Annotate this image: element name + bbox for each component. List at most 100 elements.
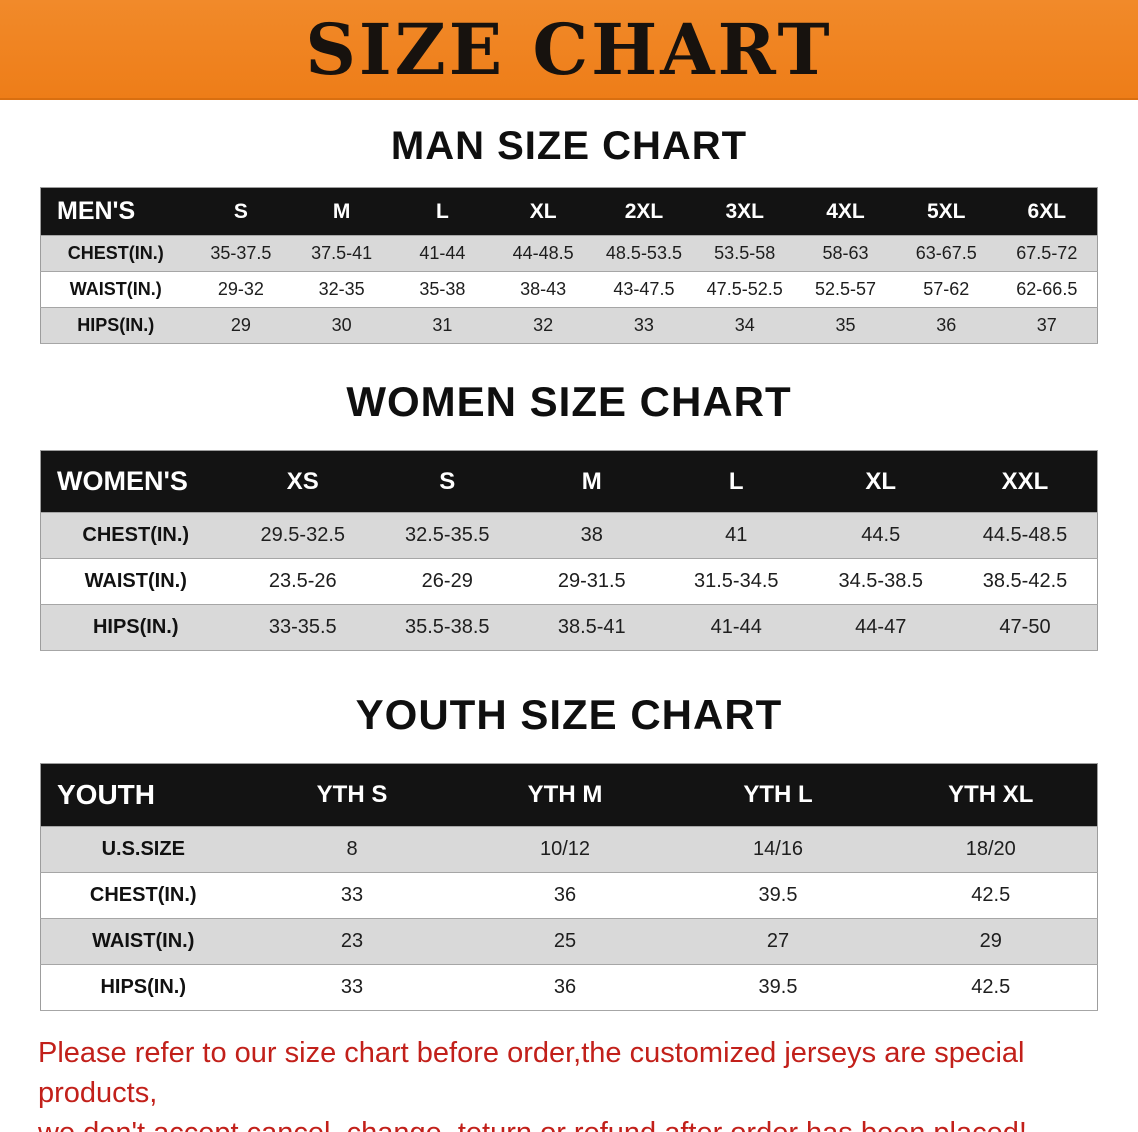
measurement-value: 23.5-26 xyxy=(230,558,375,605)
section-women: WOMEN SIZE CHART WOMEN'S XS S M L XL XXL CHEST(… xyxy=(0,344,1138,651)
measurement-value: 8 xyxy=(245,826,459,873)
measurement-value: 29 xyxy=(190,307,292,344)
size-column-header: XS xyxy=(230,450,375,513)
size-column-header: XXL xyxy=(953,450,1098,513)
measurement-label: HIPS(IN.) xyxy=(40,604,231,651)
measurement-value: 41-44 xyxy=(664,604,809,651)
measurement-value: 47.5-52.5 xyxy=(694,271,796,308)
women-size-table: WOMEN'S XS S M L XL XXL CHEST(IN.) 29.5-32.5 32.5… xyxy=(40,450,1098,651)
measurement-value: 39.5 xyxy=(671,964,885,1011)
measurement-value: 14/16 xyxy=(671,826,885,873)
size-column-header: XL xyxy=(492,187,594,236)
size-column-header: YTH L xyxy=(671,763,885,827)
measurement-label: HIPS(IN.) xyxy=(40,964,246,1011)
youth-section-heading: YOUTH SIZE CHART xyxy=(355,691,783,738)
measurement-value: 33-35.5 xyxy=(230,604,375,651)
measurement-value: 38.5-42.5 xyxy=(953,558,1098,605)
measurement-value: 52.5-57 xyxy=(795,271,896,308)
measurement-row: U.S.SIZE 8 10/12 14/16 18/20 xyxy=(40,826,1098,873)
size-column-header: S xyxy=(375,450,520,513)
measurement-label: CHEST(IN.) xyxy=(40,512,231,559)
measurement-value: 37 xyxy=(996,307,1098,344)
measurement-label: WAIST(IN.) xyxy=(40,558,231,605)
measurement-value: 23 xyxy=(245,918,459,965)
table-group-label: WOMEN'S xyxy=(40,450,231,513)
measurement-value: 57-62 xyxy=(895,271,997,308)
size-column-header: 6XL xyxy=(996,187,1098,236)
size-column-header: 5XL xyxy=(895,187,997,236)
measurement-value: 32.5-35.5 xyxy=(375,512,520,559)
measurement-value: 29 xyxy=(884,918,1098,965)
measurement-value: 44.5 xyxy=(808,512,953,559)
measurement-value: 67.5-72 xyxy=(996,235,1098,272)
measurement-row: HIPS(IN.) 29 30 31 32 33 34 35 36 37 xyxy=(40,307,1098,344)
size-column-header: L xyxy=(664,450,809,513)
measurement-row: CHEST(IN.) 33 36 39.5 42.5 xyxy=(40,872,1098,919)
size-chart-banner: SIZE CHART xyxy=(0,0,1138,100)
measurement-value: 44-48.5 xyxy=(492,235,594,272)
measurement-label: CHEST(IN.) xyxy=(40,235,191,272)
order-policy-note-line1: Please refer to our size chart before or… xyxy=(38,1037,1025,1110)
measurement-value: 62-66.5 xyxy=(996,271,1098,308)
size-column-header: 3XL xyxy=(694,187,796,236)
order-policy-note-line2: we don't accept cancel, change, teturn o… xyxy=(38,1113,1100,1132)
size-column-header: L xyxy=(392,187,493,236)
table-group-label: YOUTH xyxy=(40,763,246,827)
measurement-value: 29-32 xyxy=(190,271,292,308)
table-group-label: MEN'S xyxy=(40,187,191,236)
measurement-value: 36 xyxy=(895,307,997,344)
measurement-value: 31.5-34.5 xyxy=(664,558,809,605)
measurement-value: 31 xyxy=(392,307,493,344)
measurement-value: 38.5-41 xyxy=(519,604,664,651)
measurement-value: 58-63 xyxy=(795,235,896,272)
measurement-value: 53.5-58 xyxy=(694,235,796,272)
measurement-label: CHEST(IN.) xyxy=(40,872,246,919)
measurement-row: WAIST(IN.) 29-32 32-35 35-38 38-43 43-47.5 47.… xyxy=(40,271,1098,308)
measurement-value: 35-38 xyxy=(392,271,493,308)
measurement-value: 30 xyxy=(291,307,393,344)
table-header-row: YOUTH YTH S YTH M YTH L YTH XL xyxy=(40,763,1098,827)
measurement-value: 36 xyxy=(458,964,672,1011)
size-column-header: 2XL xyxy=(593,187,695,236)
measurement-value: 26-29 xyxy=(375,558,520,605)
measurement-row: HIPS(IN.) 33 36 39.5 42.5 xyxy=(40,964,1098,1011)
measurement-value: 33 xyxy=(593,307,695,344)
size-column-header: YTH M xyxy=(458,763,672,827)
measurement-value: 48.5-53.5 xyxy=(593,235,695,272)
measurement-label: HIPS(IN.) xyxy=(40,307,191,344)
men-size-table: MEN'S S M L XL 2XL 3XL 4XL 5XL 6XL CHEST(IN.) 35-37… xyxy=(40,187,1098,344)
size-column-header: M xyxy=(519,450,664,513)
measurement-value: 35.5-38.5 xyxy=(375,604,520,651)
measurement-value: 42.5 xyxy=(884,872,1098,919)
size-column-header: 4XL xyxy=(795,187,896,236)
measurement-label: WAIST(IN.) xyxy=(40,271,191,308)
measurement-label: WAIST(IN.) xyxy=(40,918,246,965)
measurement-value: 44-47 xyxy=(808,604,953,651)
women-section-heading: WOMEN SIZE CHART xyxy=(346,378,792,425)
measurement-row: WAIST(IN.) 23 25 27 29 xyxy=(40,918,1098,965)
table-header-row: MEN'S S M L XL 2XL 3XL 4XL 5XL 6XL xyxy=(40,187,1098,236)
measurement-value: 37.5-41 xyxy=(291,235,393,272)
measurement-value: 33 xyxy=(245,964,459,1011)
measurement-value: 32 xyxy=(492,307,594,344)
size-column-header: XL xyxy=(808,450,953,513)
measurement-value: 34.5-38.5 xyxy=(808,558,953,605)
section-men: MAN SIZE CHART MEN'S S M L XL 2XL 3XL 4XL 5XL 6XL… xyxy=(0,100,1138,344)
measurement-value: 10/12 xyxy=(458,826,672,873)
measurement-value: 38-43 xyxy=(492,271,594,308)
measurement-value: 33 xyxy=(245,872,459,919)
measurement-value: 44.5-48.5 xyxy=(953,512,1098,559)
men-section-heading: MAN SIZE CHART xyxy=(390,124,748,168)
measurement-label: U.S.SIZE xyxy=(40,826,246,873)
measurement-value: 32-35 xyxy=(291,271,393,308)
youth-size-table: YOUTH YTH S YTH M YTH L YTH XL U.S.SIZE 8 10/12… xyxy=(40,763,1098,1011)
measurement-value: 39.5 xyxy=(671,872,885,919)
measurement-value: 38 xyxy=(519,512,664,559)
measurement-value: 35 xyxy=(795,307,896,344)
measurement-value: 63-67.5 xyxy=(895,235,997,272)
size-column-header: YTH XL xyxy=(884,763,1098,827)
measurement-value: 18/20 xyxy=(884,826,1098,873)
size-column-header: YTH S xyxy=(245,763,459,827)
measurement-value: 41-44 xyxy=(392,235,493,272)
measurement-row: HIPS(IN.) 33-35.5 35.5-38.5 38.5-41 41-44 44-… xyxy=(40,604,1098,651)
